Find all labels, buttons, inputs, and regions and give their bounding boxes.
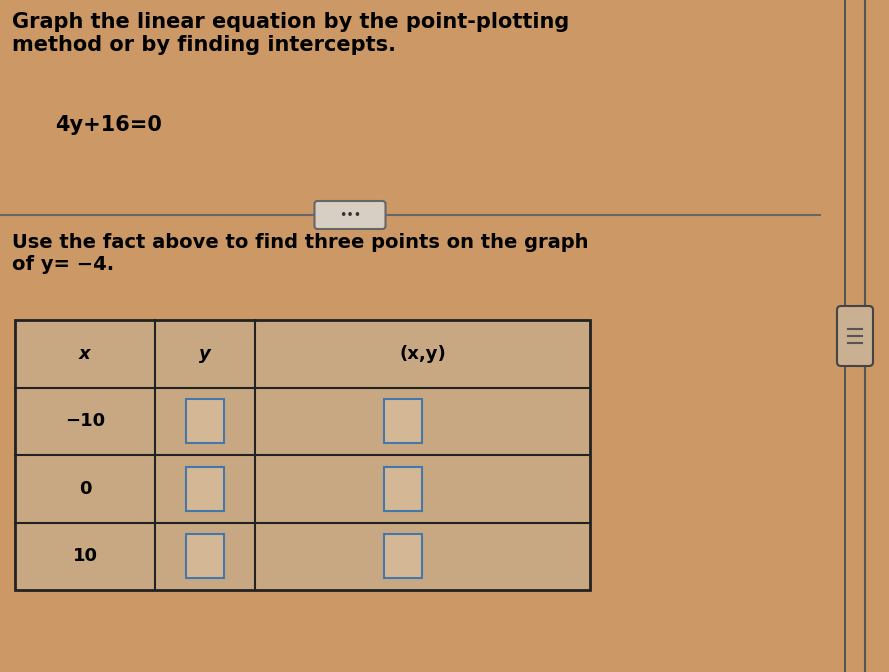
- Bar: [383, 399, 421, 444]
- Text: Use the fact above to find three points on the graph
of y= −4.: Use the fact above to find three points …: [12, 233, 589, 274]
- FancyBboxPatch shape: [315, 201, 386, 229]
- Bar: [15, 320, 590, 590]
- Text: •••: •••: [339, 208, 361, 222]
- Bar: [383, 534, 421, 578]
- Bar: [15, 320, 590, 590]
- Bar: [186, 534, 224, 578]
- Text: 0: 0: [79, 480, 92, 498]
- Bar: [186, 399, 224, 444]
- Text: x: x: [79, 345, 91, 363]
- Text: (x,y): (x,y): [399, 345, 446, 363]
- Text: 10: 10: [73, 547, 98, 565]
- Text: Graph the linear equation by the point-plotting
method or by finding intercepts.: Graph the linear equation by the point-p…: [12, 12, 569, 55]
- Text: y: y: [199, 345, 211, 363]
- Text: 4y+16=0: 4y+16=0: [55, 115, 162, 135]
- Text: −10: −10: [65, 412, 105, 430]
- Bar: [186, 467, 224, 511]
- Bar: [383, 467, 421, 511]
- FancyBboxPatch shape: [837, 306, 873, 366]
